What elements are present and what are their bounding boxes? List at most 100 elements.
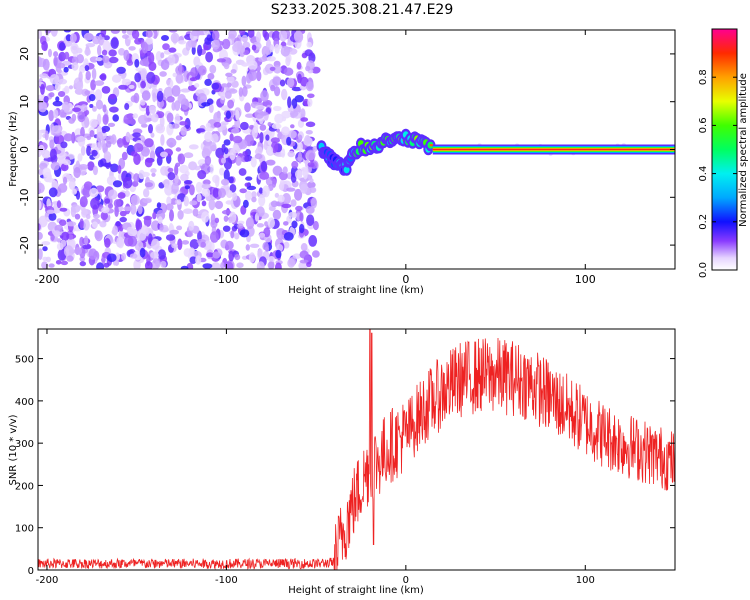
colorbar-tick-label: 0.0 [698, 262, 709, 278]
noise-blob [182, 208, 193, 214]
noise-blob [272, 178, 277, 188]
noise-blob [228, 88, 238, 94]
noise-blob [76, 136, 86, 142]
noise-blob [305, 81, 314, 92]
noise-blob [109, 106, 119, 113]
noise-blob [299, 259, 309, 264]
noise-blob [224, 147, 229, 155]
noise-blob [86, 135, 92, 141]
noise-blob [91, 149, 98, 157]
noise-blob [78, 71, 83, 83]
noise-blob [117, 192, 126, 199]
noise-blob [220, 92, 226, 101]
noise-blob [299, 223, 305, 234]
y-tick-label: 10 [18, 95, 31, 109]
noise-blob [244, 182, 251, 187]
noise-blob [48, 187, 58, 198]
noise-blob [57, 91, 66, 97]
noise-blob [239, 188, 247, 194]
noise-blob [94, 89, 103, 102]
noise-blob [89, 130, 95, 138]
noise-blob [183, 195, 189, 207]
y-tick-label: 0 [28, 566, 34, 577]
noise-blob [312, 220, 319, 231]
noise-blob [53, 230, 61, 238]
noise-blob [256, 223, 265, 228]
noise-blob [38, 129, 42, 140]
noise-blob [270, 200, 278, 208]
noise-blob [95, 99, 104, 110]
noise-blob [287, 130, 297, 139]
noise-blob [84, 48, 91, 56]
noise-blob [80, 126, 85, 138]
noise-blob [212, 187, 219, 199]
noise-blob [119, 216, 127, 223]
noise-blob [140, 68, 148, 80]
noise-blob [97, 44, 102, 56]
noise-blob [201, 102, 211, 107]
noise-blob [117, 165, 122, 174]
noise-blob [156, 202, 162, 209]
noise-blob [228, 216, 233, 223]
noise-blob [219, 167, 225, 176]
noise-blob [138, 169, 145, 180]
noise-blob [38, 101, 48, 113]
noise-blob [160, 52, 165, 59]
noise-blob [260, 160, 268, 172]
noise-blob [288, 211, 298, 218]
noise-blob [232, 135, 243, 144]
noise-blob [245, 176, 253, 181]
noise-blob [80, 104, 88, 112]
colorbar-label: Normalized spectral amplitude [738, 73, 749, 227]
noise-blob [282, 166, 288, 174]
noise-blob [60, 239, 67, 247]
noise-blob [53, 109, 59, 119]
noise-blob [142, 198, 152, 204]
noise-blob [133, 92, 140, 104]
noise-blob [167, 167, 174, 173]
noise-blob [306, 214, 315, 226]
noise-blob [184, 117, 191, 130]
noise-blob [68, 174, 74, 182]
noise-blob [221, 38, 231, 50]
noise-blob [126, 226, 133, 233]
noise-blob [116, 236, 125, 247]
noise-blob [107, 189, 118, 200]
noise-blob [292, 253, 301, 259]
noise-blob [110, 37, 119, 49]
noise-blob [48, 212, 57, 221]
snr-line [38, 329, 675, 570]
noise-blob [265, 134, 270, 141]
noise-blob [140, 80, 147, 89]
noise-blob [176, 225, 183, 231]
noise-blob [167, 54, 176, 66]
noise-blob [54, 134, 65, 145]
noise-blob [151, 172, 156, 177]
colorbar: 0.0 0.2 0.4 0.6 0.8 Normalized spectral ampl… [698, 28, 749, 278]
noise-blob [216, 58, 226, 63]
noise-blob [290, 173, 297, 183]
noise-blob [288, 48, 298, 55]
noise-blob [180, 126, 187, 136]
noise-blob [140, 146, 150, 157]
colorbar-tick-label: 0.6 [698, 117, 709, 133]
noise-blob [130, 203, 137, 215]
noise-blob [89, 187, 99, 198]
noise-blob [214, 217, 220, 224]
x-tick-label: 0 [403, 575, 409, 586]
noise-blob [186, 262, 194, 269]
noise-blob [191, 30, 201, 37]
noise-blob [178, 40, 187, 45]
noise-blob [277, 194, 285, 203]
noise-blob [48, 48, 52, 58]
x-tick-label: 100 [576, 575, 595, 586]
noise-blob [283, 232, 294, 241]
noise-blob [188, 220, 195, 231]
noise-blob [201, 211, 210, 223]
noise-blob [45, 85, 55, 92]
noise-blob [44, 30, 52, 34]
colorbar-ticks: 0.0 0.2 0.4 0.6 0.8 [698, 69, 737, 278]
noise-blob [111, 74, 122, 83]
noise-blob [77, 111, 86, 123]
noise-blob [128, 84, 135, 89]
